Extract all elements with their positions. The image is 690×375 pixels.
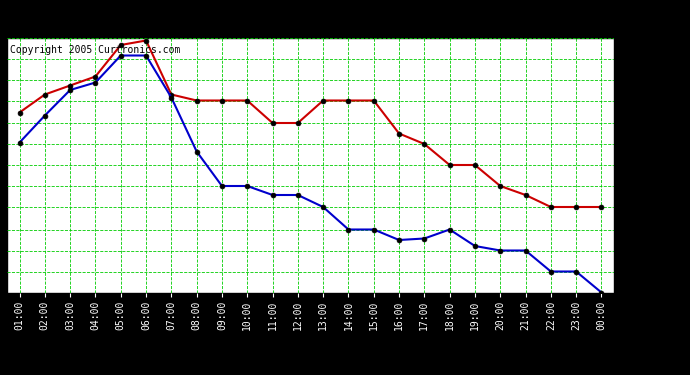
Text: Copyright 2005 Curtronics.com: Copyright 2005 Curtronics.com — [10, 45, 180, 55]
Text: Outside Temperature (vs) Dew Point (Last 24 Hours) Mon Jan  3: Outside Temperature (vs) Dew Point (Last… — [72, 11, 618, 26]
